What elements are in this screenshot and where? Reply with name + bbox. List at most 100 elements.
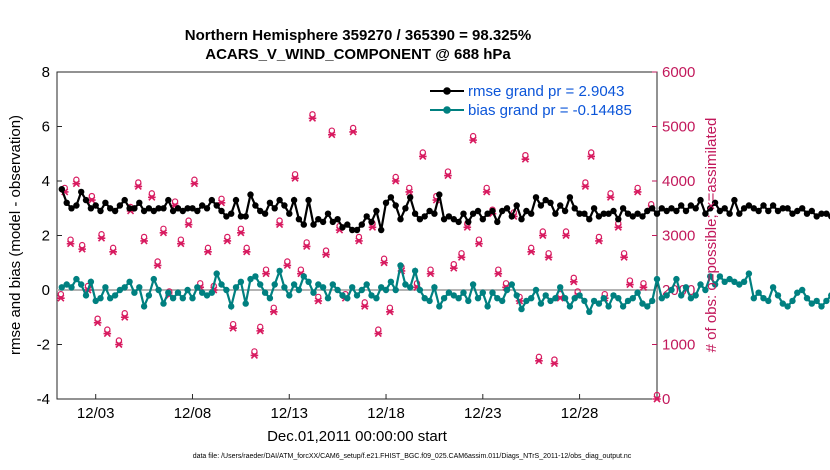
obs-assimilated-marker — [633, 188, 642, 196]
legend-rmse-marker — [443, 87, 451, 95]
rmse-point — [808, 207, 815, 215]
bias-point — [126, 278, 133, 285]
obs-possible-marker — [98, 231, 105, 238]
obs-assimilated-marker — [639, 283, 648, 291]
obs-marker — [535, 353, 543, 365]
rmse-point — [619, 205, 627, 212]
bias-point — [363, 281, 370, 288]
rmse-point — [126, 205, 133, 212]
obs-possible-marker — [562, 228, 570, 235]
obs-marker — [242, 244, 251, 256]
obs-possible-marker — [653, 391, 661, 399]
x-tick-label: 12/18 — [367, 405, 405, 422]
bias-point — [760, 295, 767, 302]
rmse-point — [774, 207, 782, 215]
bias-point — [678, 292, 685, 299]
bias-point — [537, 300, 545, 307]
obs-possible-marker — [284, 258, 291, 265]
bias-point — [600, 295, 607, 302]
rmse-point — [92, 202, 99, 209]
obs-marker — [539, 228, 547, 240]
obs-possible-marker — [469, 132, 477, 140]
obs-marker — [544, 250, 553, 261]
rmse-point — [678, 202, 685, 209]
bias-point — [750, 295, 757, 302]
obs-possible-marker — [595, 233, 603, 241]
obs-assimilated-marker — [380, 259, 388, 267]
bias-point — [508, 281, 515, 288]
left-tick-label: -4 — [37, 391, 50, 408]
bias-point — [213, 270, 220, 277]
bias-point — [736, 281, 743, 288]
legend-bias-marker — [443, 106, 451, 114]
bias-point — [286, 292, 293, 299]
rmse-point — [629, 213, 636, 220]
rmse-point — [634, 210, 641, 217]
obs-possible-marker — [607, 190, 614, 197]
rmse-point — [489, 207, 496, 215]
rmse-point — [121, 196, 128, 204]
rmse-point — [769, 202, 777, 209]
bias-point — [784, 303, 791, 310]
rmse-point — [465, 218, 472, 226]
left-y-axis-label: rmse and bias (model - observation) — [7, 115, 24, 355]
rmse-point — [232, 196, 240, 204]
bias-point — [774, 292, 782, 299]
rmse-point — [523, 207, 530, 215]
left-tick-label: -2 — [37, 337, 50, 354]
obs-assimilated-marker — [237, 229, 245, 237]
obs-assimilated-marker — [93, 319, 102, 327]
obs-assimilated-marker — [57, 294, 65, 302]
bias-point — [218, 281, 225, 288]
rmse-point — [605, 210, 612, 217]
obs-assimilated-marker — [109, 248, 117, 256]
bias-point — [82, 292, 90, 299]
bias-point — [547, 297, 554, 305]
obs-assimilated-marker — [153, 261, 162, 270]
bias-point — [489, 289, 496, 296]
rmse-point — [295, 216, 303, 223]
bias-point — [339, 292, 346, 299]
right-y-axis-label: # of obs: o=possible; ×=assimilated — [703, 118, 720, 353]
bias-point — [687, 295, 695, 302]
bias-point — [523, 297, 530, 305]
bias-point — [189, 295, 196, 302]
bias-point — [445, 289, 453, 296]
bias-point — [257, 281, 264, 288]
obs-marker — [426, 266, 435, 278]
rmse-point — [566, 194, 574, 201]
rmse-point — [479, 216, 486, 223]
obs-possible-marker — [587, 149, 595, 156]
obs-assimilated-marker — [386, 308, 394, 316]
bias-point — [368, 292, 375, 299]
obs-assimilated-marker — [229, 324, 237, 332]
bias-point — [653, 275, 661, 283]
bias-point — [581, 297, 588, 305]
right-tick-label: 5000 — [662, 119, 695, 136]
obs-possible-marker — [291, 171, 299, 178]
bias-point — [102, 284, 109, 291]
obs-possible-marker — [135, 179, 142, 186]
obs-marker — [93, 315, 102, 327]
obs-assimilated-marker — [626, 280, 634, 289]
obs-possible-marker — [419, 149, 427, 156]
obs-possible-marker — [475, 236, 483, 243]
left-y-axis: 8 6 4 2 0 -2 -4 — [37, 64, 62, 408]
rmse-point — [68, 205, 75, 212]
obs-assimilated-marker — [544, 253, 553, 261]
bias-point — [223, 286, 230, 294]
rmse-point — [823, 210, 830, 217]
obs-possible-marker — [237, 225, 245, 232]
obs-marker — [349, 124, 357, 136]
obs-marker — [653, 391, 661, 403]
data-file-footnote: data file: /Users/raeder/DAI/ATM_forcXX/… — [193, 453, 632, 460]
obs-marker — [449, 261, 458, 272]
bias-point — [765, 297, 772, 305]
rmse-point — [169, 207, 177, 215]
obs-assimilated-marker — [562, 231, 570, 240]
bias-point — [416, 286, 424, 294]
rmse-point — [179, 207, 186, 215]
obs-assimilated-marker — [494, 270, 503, 278]
rmse-point — [402, 205, 409, 212]
obs-possible-marker — [427, 266, 434, 273]
